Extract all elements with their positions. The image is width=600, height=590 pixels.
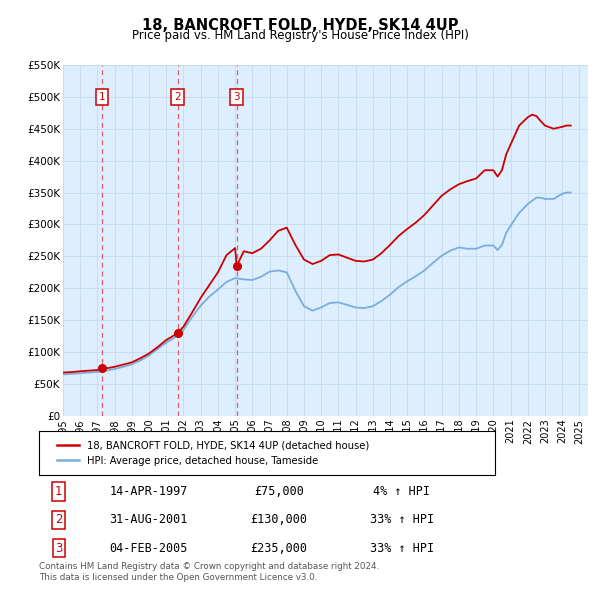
Text: Contains HM Land Registry data © Crown copyright and database right 2024.: Contains HM Land Registry data © Crown c… (39, 562, 379, 571)
Text: 4% ↑ HPI: 4% ↑ HPI (373, 485, 430, 498)
Text: 31-AUG-2001: 31-AUG-2001 (109, 513, 188, 526)
Text: 33% ↑ HPI: 33% ↑ HPI (370, 513, 434, 526)
Text: £235,000: £235,000 (251, 542, 308, 555)
Text: 2: 2 (175, 92, 181, 102)
Text: 1: 1 (55, 485, 62, 498)
Text: 18, BANCROFT FOLD, HYDE, SK14 4UP: 18, BANCROFT FOLD, HYDE, SK14 4UP (142, 18, 458, 32)
Legend: 18, BANCROFT FOLD, HYDE, SK14 4UP (detached house), HPI: Average price, detached: 18, BANCROFT FOLD, HYDE, SK14 4UP (detac… (51, 434, 375, 471)
Text: 3: 3 (233, 92, 240, 102)
Text: 04-FEB-2005: 04-FEB-2005 (109, 542, 188, 555)
Text: 2: 2 (55, 513, 62, 526)
Text: Price paid vs. HM Land Registry's House Price Index (HPI): Price paid vs. HM Land Registry's House … (131, 30, 469, 42)
Text: 14-APR-1997: 14-APR-1997 (109, 485, 188, 498)
Text: This data is licensed under the Open Government Licence v3.0.: This data is licensed under the Open Gov… (39, 573, 317, 582)
Text: 3: 3 (55, 542, 62, 555)
Text: £130,000: £130,000 (251, 513, 308, 526)
Text: 33% ↑ HPI: 33% ↑ HPI (370, 542, 434, 555)
Text: £75,000: £75,000 (254, 485, 304, 498)
Text: 1: 1 (99, 92, 106, 102)
